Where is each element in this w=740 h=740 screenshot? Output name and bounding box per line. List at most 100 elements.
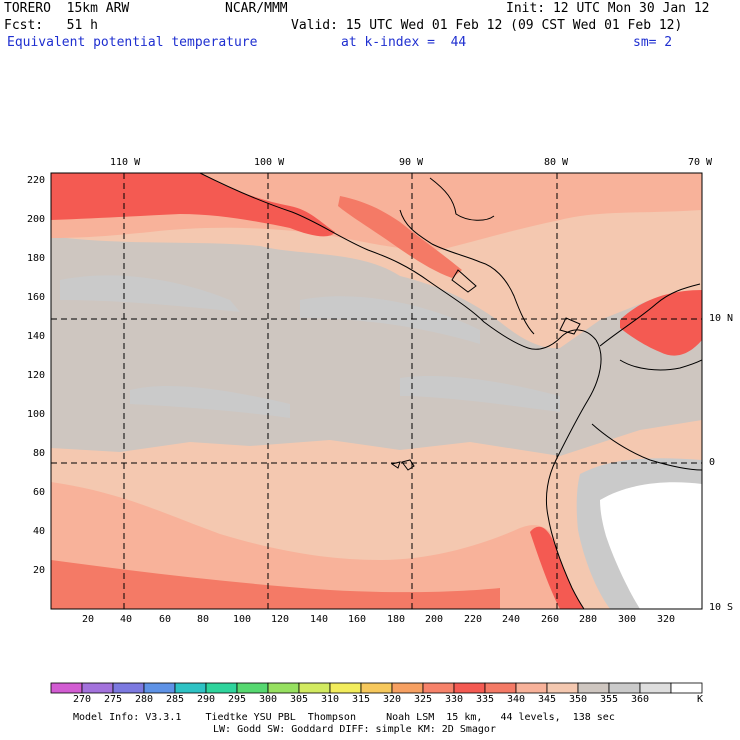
colorbar-swatch (298, 682, 331, 694)
light-gray-streak (300, 296, 480, 344)
colorbar-swatch (329, 682, 362, 694)
x-tick-label: 320 (657, 614, 676, 625)
smoothing-label: sm= 2 (633, 35, 673, 50)
x-tick-label: 80 (197, 614, 210, 625)
x-tick-label: 300 (618, 614, 637, 625)
x-tick-label: 40 (120, 614, 133, 625)
model-info-line: Model Info: V3.3.1 Tiedtke YSU PBL Thomp… (73, 712, 615, 723)
y-tick-label: 20 (32, 565, 45, 576)
y-tick-label: 220 (26, 175, 45, 186)
light-gray-streak (60, 275, 240, 312)
level-label: at k-index = 44 (341, 35, 467, 50)
colorbar-level: 310 (321, 694, 340, 705)
colorbar-swatch (422, 682, 455, 694)
forecast-hour: Fcst: 51 h (4, 18, 98, 33)
colorbar-level: 335 (476, 694, 495, 705)
colorbar-level: 290 (197, 694, 216, 705)
center-name: NCAR/MMM (225, 1, 288, 16)
y-tick-label: 40 (32, 526, 45, 537)
colorbar-swatch (81, 682, 114, 694)
colorbar-swatch (515, 682, 548, 694)
colorbar-swatch (453, 682, 486, 694)
coastlines (199, 173, 702, 609)
colorbar-level: 295 (228, 694, 247, 705)
lon-label: 110 W (110, 157, 141, 168)
colorbar-swatch (143, 682, 176, 694)
colorbar-level: 340 (507, 694, 526, 705)
colorbar-level: 360 (631, 694, 650, 705)
x-tick-label: 200 (425, 614, 444, 625)
y-tick-label: 200 (26, 214, 45, 225)
init-time: Init: 12 UTC Mon 30 Jan 12 (506, 1, 710, 16)
colorbar-level: 285 (166, 694, 185, 705)
colorbar (50, 682, 703, 694)
x-tick-label: 260 (541, 614, 560, 625)
lat-label: 10 S (709, 602, 734, 613)
colorbar-swatch (639, 682, 672, 694)
x-tick-label: 280 (579, 614, 598, 625)
colorbar-swatch (205, 682, 238, 694)
y-tick-label: 140 (26, 331, 45, 342)
x-tick-label: 220 (464, 614, 483, 625)
x-tick-label: 20 (82, 614, 95, 625)
colorbar-unit: K (697, 694, 704, 705)
northeast-red-core (620, 290, 702, 356)
colorbar-level: 270 (73, 694, 92, 705)
colorbar-swatch (236, 682, 269, 694)
x-tick-label: 240 (502, 614, 521, 625)
north-red-core (338, 196, 462, 278)
x-tick-label: 100 (233, 614, 252, 625)
colorbar-swatch (50, 682, 83, 694)
y-tick-label: 160 (26, 292, 45, 303)
colorbar-swatch (360, 682, 393, 694)
colorbar-level: 320 (383, 694, 402, 705)
colorbar-swatch (546, 682, 579, 694)
colorbar-level: 315 (352, 694, 371, 705)
colorbar-level: 305 (290, 694, 309, 705)
colorbar-level: 345 (538, 694, 557, 705)
south-salmon-deep (51, 560, 500, 609)
colorbar-level: 350 (569, 694, 588, 705)
lat-label: 0 (709, 457, 716, 468)
colorbar-swatch (608, 682, 641, 694)
colorbar-swatch (391, 682, 424, 694)
lon-label: 100 W (254, 157, 285, 168)
x-tick-label: 60 (159, 614, 172, 625)
map-frame (50, 172, 703, 610)
lon-label: 90 W (399, 157, 424, 168)
valid-time: Valid: 15 UTC Wed 01 Feb 12 (09 CST Wed … (291, 18, 683, 33)
colorbar-level: 330 (445, 694, 464, 705)
lat-label: 10 N (709, 313, 734, 324)
colorbar-swatch (112, 682, 145, 694)
andes-white (600, 482, 702, 609)
colorbar-level: 325 (414, 694, 433, 705)
x-tick-label: 160 (348, 614, 367, 625)
y-tick-label: 100 (26, 409, 45, 420)
y-tick-label: 180 (26, 253, 45, 264)
field-name: Equivalent potential temperature (7, 35, 258, 50)
y-tick-label: 60 (32, 487, 45, 498)
theta-e-field (51, 173, 702, 609)
y-tick-label: 120 (26, 370, 45, 381)
lon-label: 80 W (544, 157, 569, 168)
colorbar-swatch (670, 682, 703, 694)
colorbar-level: 275 (104, 694, 123, 705)
colorbar-level: 300 (259, 694, 278, 705)
physics-info-line: LW: Godd SW: Goddard DIFF: simple KM: 2D… (213, 724, 496, 735)
model-name: TORERO 15km ARW (4, 1, 130, 16)
north-red-core (51, 173, 335, 237)
lon-label: 70 W (688, 157, 713, 168)
x-tick-label: 140 (310, 614, 329, 625)
x-tick-label: 180 (387, 614, 406, 625)
light-gray-streak (400, 376, 560, 412)
colorbar-swatch (577, 682, 610, 694)
colorbar-swatch (484, 682, 517, 694)
colorbar-swatch (174, 682, 207, 694)
x-tick-label: 120 (271, 614, 290, 625)
light-gray-streak (130, 385, 290, 418)
y-tick-label: 80 (32, 448, 45, 459)
colorbar-swatch (267, 682, 300, 694)
graticule (51, 173, 702, 609)
colorbar-level: 280 (135, 694, 154, 705)
